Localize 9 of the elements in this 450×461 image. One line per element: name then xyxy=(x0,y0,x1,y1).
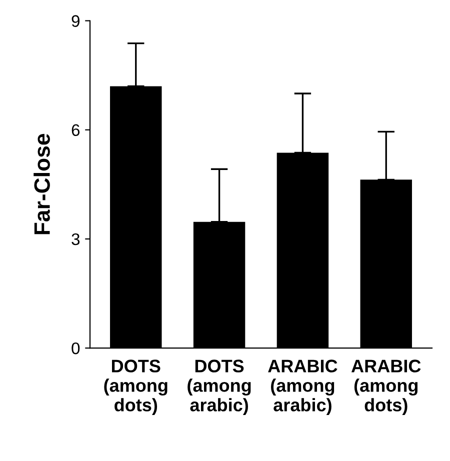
y-tick-label: 6 xyxy=(72,124,80,136)
y-axis-title: Far-Close xyxy=(34,134,50,234)
x-tick-label: ARABIC (among arabic) xyxy=(268,360,338,415)
y-tick-label: 3 xyxy=(72,233,80,246)
y-tick-label: 0 xyxy=(72,342,80,354)
x-tick-label: ARABIC (among dots) xyxy=(351,360,421,415)
x-tick-label: DOTS (among dots) xyxy=(104,360,168,415)
y-tick-label: 9 xyxy=(72,15,80,27)
x-tick-label: DOTS (among arabic) xyxy=(188,360,251,415)
